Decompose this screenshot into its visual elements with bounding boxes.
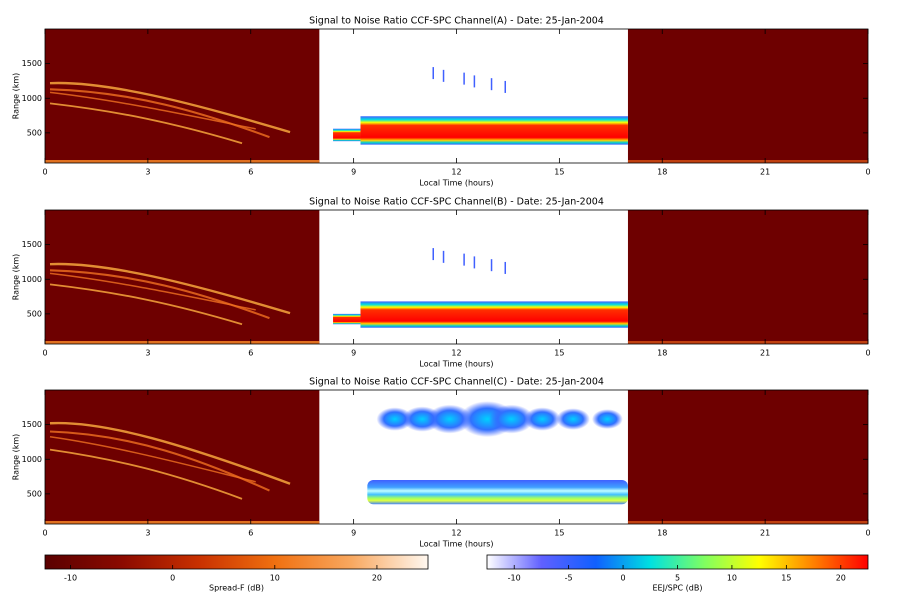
image-blob: [556, 408, 590, 430]
image-speck: [463, 253, 465, 266]
image-band: [367, 480, 628, 505]
x-tick-label: 9: [351, 349, 356, 358]
colorbar-label: Spread-F (dB): [209, 584, 264, 593]
image-band: [333, 313, 361, 325]
y-tick-label: 1000: [22, 455, 42, 464]
image-speck: [473, 256, 476, 269]
image-bottom-echo: [627, 160, 868, 163]
x-axis-label: Local Time (hours): [419, 179, 493, 188]
image-spread-f: [49, 262, 291, 315]
x-tick-label: 0: [42, 529, 47, 538]
x-tick-label: 15: [554, 349, 564, 358]
image-blob: [488, 404, 534, 434]
y-tick-label: 500: [27, 128, 42, 137]
panel-title: Signal to Noise Ratio CCF-SPC Channel(B)…: [309, 197, 604, 208]
x-tick-label: 9: [351, 529, 356, 538]
image-spread-f: [49, 102, 243, 145]
image-spread-f: [49, 448, 243, 500]
colorbar-tick-label: 15: [781, 574, 791, 583]
image-spread-f: [49, 81, 291, 134]
x-tick-label: 18: [657, 529, 667, 538]
image-speck: [463, 72, 465, 85]
x-tick-label: 12: [451, 168, 461, 177]
colorbar-tick-label: -10: [508, 574, 521, 583]
image-speck: [504, 80, 507, 93]
x-axis-label: Local Time (hours): [419, 540, 493, 549]
image-blob: [524, 407, 561, 431]
x-tick-label: 9: [351, 168, 356, 177]
x-tick-label: 3: [145, 168, 150, 177]
image-bottom-echo: [45, 160, 320, 163]
x-tick-label: 12: [451, 529, 461, 538]
x-tick-label: 21: [760, 529, 770, 538]
x-tick-label: 15: [554, 168, 564, 177]
image-bottom-echo: [45, 521, 320, 524]
x-tick-label: 6: [248, 529, 253, 538]
image-spread-f: [49, 269, 270, 320]
y-axis-label: Range (km): [12, 254, 21, 301]
image-band: [333, 128, 361, 142]
y-tick-label: 500: [27, 309, 42, 318]
image-bottom-echo: [45, 341, 320, 344]
y-tick-label: 1000: [22, 94, 42, 103]
image-spread-f: [49, 436, 256, 483]
y-axis-label: Range (km): [12, 434, 21, 481]
colorbar-tick-label: -10: [64, 574, 77, 583]
x-tick-label: 21: [760, 349, 770, 358]
x-tick-label: 0: [865, 168, 870, 177]
x-tick-label: 6: [248, 349, 253, 358]
colorbar-tick-label: 0: [170, 574, 175, 583]
image-blob: [427, 404, 473, 434]
y-tick-label: 1500: [22, 420, 42, 429]
x-tick-label: 6: [248, 168, 253, 177]
colorbar-tick-label: 5: [675, 574, 680, 583]
x-tick-label: 18: [657, 168, 667, 177]
image-bottom-echo: [627, 521, 868, 524]
x-axis-label: Local Time (hours): [419, 360, 493, 369]
image-spread-f: [49, 88, 270, 139]
x-tick-label: 3: [145, 349, 150, 358]
x-tick-label: 12: [451, 349, 461, 358]
image-blob: [376, 407, 413, 431]
x-tick-label: 18: [657, 349, 667, 358]
image-spread-f: [49, 283, 243, 326]
image-spread-f: [49, 430, 270, 492]
panel-title: Signal to Noise Ratio CCF-SPC Channel(C)…: [309, 377, 604, 388]
image-speck: [442, 250, 445, 263]
image-spread-f: [49, 421, 291, 485]
x-tick-label: 0: [42, 349, 47, 358]
x-tick-label: 0: [865, 349, 870, 358]
image-speck: [504, 261, 507, 274]
panel-title: Signal to Noise Ratio CCF-SPC Channel(A)…: [309, 16, 604, 27]
x-tick-label: 21: [760, 168, 770, 177]
y-tick-label: 500: [27, 489, 42, 498]
colorbar: [44, 554, 429, 570]
x-tick-label: 0: [42, 168, 47, 177]
image-speck: [490, 78, 493, 91]
colorbar-tick-label: 20: [372, 574, 382, 583]
x-tick-label: 0: [865, 529, 870, 538]
image-speck: [442, 69, 445, 82]
x-tick-label: 3: [145, 529, 150, 538]
colorbar-tick-label: 0: [621, 574, 626, 583]
x-tick-label: 15: [554, 529, 564, 538]
image-bottom-echo: [627, 341, 868, 344]
image-band: [360, 301, 628, 328]
colorbar-tick-label: 10: [270, 574, 280, 583]
y-tick-label: 1500: [22, 240, 42, 249]
colorbar-tick-label: -5: [565, 574, 573, 583]
image-speck: [432, 248, 434, 261]
image-band: [360, 116, 628, 145]
y-axis-label: Range (km): [12, 73, 21, 120]
y-tick-label: 1500: [22, 59, 42, 68]
image-speck: [432, 67, 434, 80]
colorbar-tick-label: 10: [727, 574, 737, 583]
image-speck: [490, 259, 493, 272]
y-tick-label: 1000: [22, 275, 42, 284]
image-blob: [591, 409, 623, 429]
colorbar-label: EEJ/SPC (dB): [652, 584, 702, 593]
colorbar-tick-label: 20: [836, 574, 846, 583]
image-speck: [473, 75, 476, 88]
